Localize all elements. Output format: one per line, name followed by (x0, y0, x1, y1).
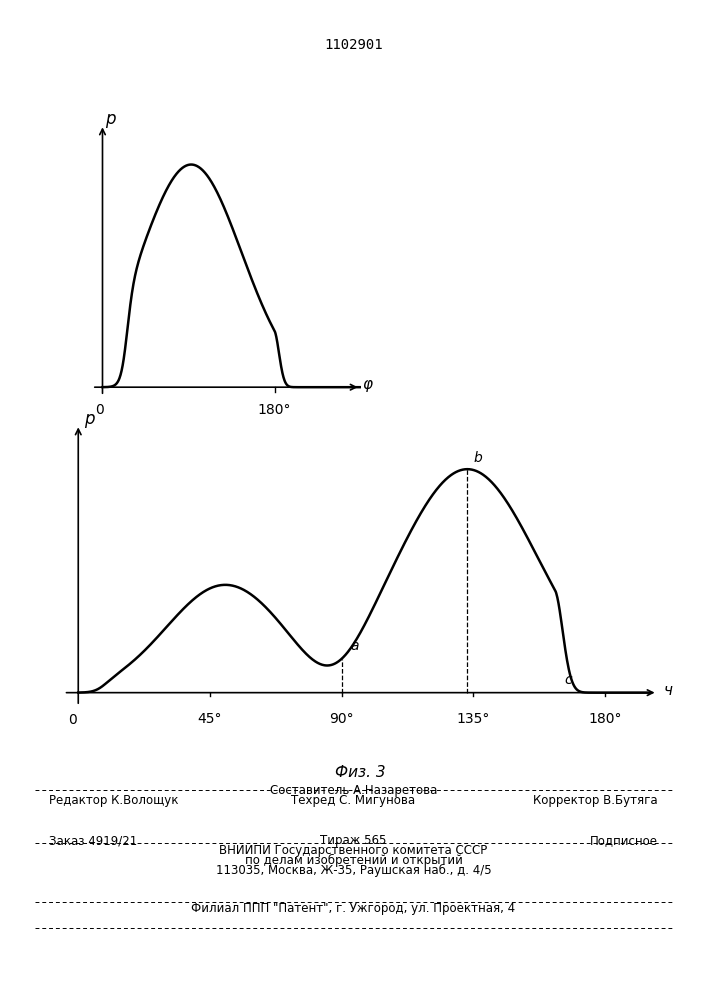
Text: φ: φ (362, 377, 372, 392)
Text: a: a (351, 639, 359, 653)
Text: p: p (84, 410, 95, 428)
Text: 180°: 180° (588, 712, 621, 726)
Text: Физ. 3: Физ. 3 (335, 765, 386, 780)
Text: 0: 0 (68, 713, 77, 727)
Text: 90°: 90° (329, 712, 354, 726)
Text: Составитель А.Назаретова: Составитель А.Назаретова (270, 784, 437, 797)
Text: ч: ч (663, 683, 672, 698)
Text: ВНИИПИ Государственного комитета СССР: ВНИИПИ Государственного комитета СССР (219, 844, 488, 857)
Text: b: b (473, 451, 482, 465)
Text: 180°: 180° (258, 403, 291, 417)
Text: 45°: 45° (198, 712, 222, 726)
Text: c: c (564, 673, 571, 687)
Text: Заказ 4919/21: Заказ 4919/21 (49, 834, 138, 847)
Text: по делам изобретений и открытий: по делам изобретений и открытий (245, 854, 462, 867)
Text: Тираж 565: Тираж 565 (320, 834, 387, 847)
Text: 135°: 135° (457, 712, 490, 726)
Text: Подписное: Подписное (590, 834, 658, 847)
Text: 113035, Москва, Ж-35, Раушская наб., д. 4/5: 113035, Москва, Ж-35, Раушская наб., д. … (216, 864, 491, 877)
Text: Филиал ППП "Патент", г. Ужгород, ул. Проектная, 4: Филиал ППП "Патент", г. Ужгород, ул. Про… (192, 902, 515, 915)
Text: 0: 0 (95, 403, 104, 417)
Text: Техред С. Мигунова: Техред С. Мигунова (291, 794, 416, 807)
Text: Физ. 2: Физ. 2 (201, 450, 252, 465)
Text: Корректор В.Бутяга: Корректор В.Бутяга (533, 794, 658, 807)
Text: p: p (105, 110, 116, 128)
Text: Редактор К.Волощук: Редактор К.Волощук (49, 794, 179, 807)
Text: 1102901: 1102901 (325, 38, 382, 52)
